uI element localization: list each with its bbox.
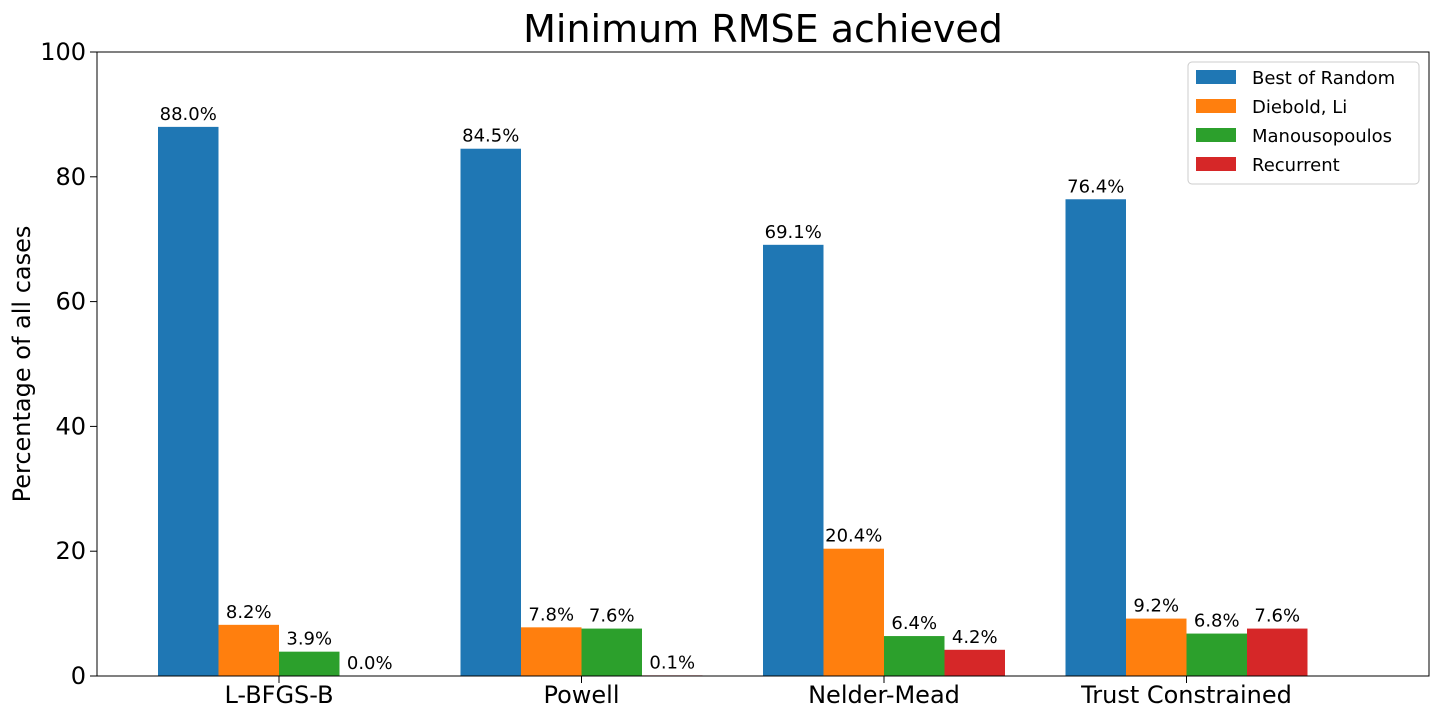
bar-value-label: 7.8% [528,604,574,625]
bar-value-label: 0.0% [347,653,393,674]
bar-value-label: 6.8% [1194,611,1240,632]
bar-value-label: 69.1% [765,222,822,243]
bar-value-label: 9.2% [1133,596,1179,617]
legend-label: Recurrent [1252,155,1340,176]
y-tick-label: 20 [55,537,86,565]
chart-title: Minimum RMSE achieved [523,7,1003,51]
bar-value-label: 4.2% [952,627,998,648]
legend-swatch [1196,157,1236,171]
bar [884,636,945,676]
plot-frame [96,51,1430,677]
x-tick-label: L-BFGS-B [224,681,333,709]
bars-layer [158,126,1308,677]
legend-swatch [1196,99,1236,113]
y-tick-label: 60 [55,288,86,316]
bar [218,624,279,676]
bar [521,627,582,676]
bar-labels-layer: 88.0% 8.2% 3.9% 0.0% 84.5% 7.8% 7.6% 0.1% 69.1% 2… [160,104,1300,674]
legend-swatch [1196,70,1236,84]
legend-box [1187,61,1420,185]
y-tick-label: 100 [40,38,86,66]
bar-value-label: 0.1% [649,652,695,673]
x-tick-label: Trust Constrained [1080,681,1292,709]
x-axis: L-BFGS-B Powell Nelder-Mead Trust Constrain… [224,676,1292,709]
legend: Best of Random Diebold, Li Manousopoulos Re… [1187,61,1420,185]
y-axis: 0 20 40 60 80 100 [40,38,97,690]
bar [581,628,642,676]
y-tick-label: 40 [55,412,86,440]
bar [460,148,521,677]
bar [158,126,219,676]
bar [944,649,1005,676]
legend-swatch [1196,128,1236,142]
bar-value-label: 20.4% [825,526,882,547]
legend-label: Best of Random [1252,68,1395,89]
bar [1065,199,1126,676]
bar-value-label: 7.6% [1254,606,1300,627]
bar [1247,628,1308,676]
x-tick-label: Powell [543,681,619,709]
bar [1126,618,1187,676]
bar-value-label: 6.4% [891,613,937,634]
legend-label: Diebold, Li [1252,97,1347,118]
y-tick-label: 0 [71,662,86,690]
bar-value-label: 7.6% [589,606,635,627]
legend-label: Manousopoulos [1252,126,1392,147]
bar-value-label: 3.9% [286,629,332,650]
y-tick-label: 80 [55,163,86,191]
bar-value-label: 8.2% [226,602,272,623]
bar-value-label: 88.0% [160,104,217,125]
bar-value-label: 84.5% [462,126,519,147]
bar-value-label: 76.4% [1067,176,1124,197]
x-tick-label: Nelder-Mead [808,681,960,709]
bar [279,651,340,676]
bar [823,548,884,676]
bar [763,244,824,677]
bar [1186,633,1247,676]
y-axis-title: Percentage of all cases [8,226,36,503]
